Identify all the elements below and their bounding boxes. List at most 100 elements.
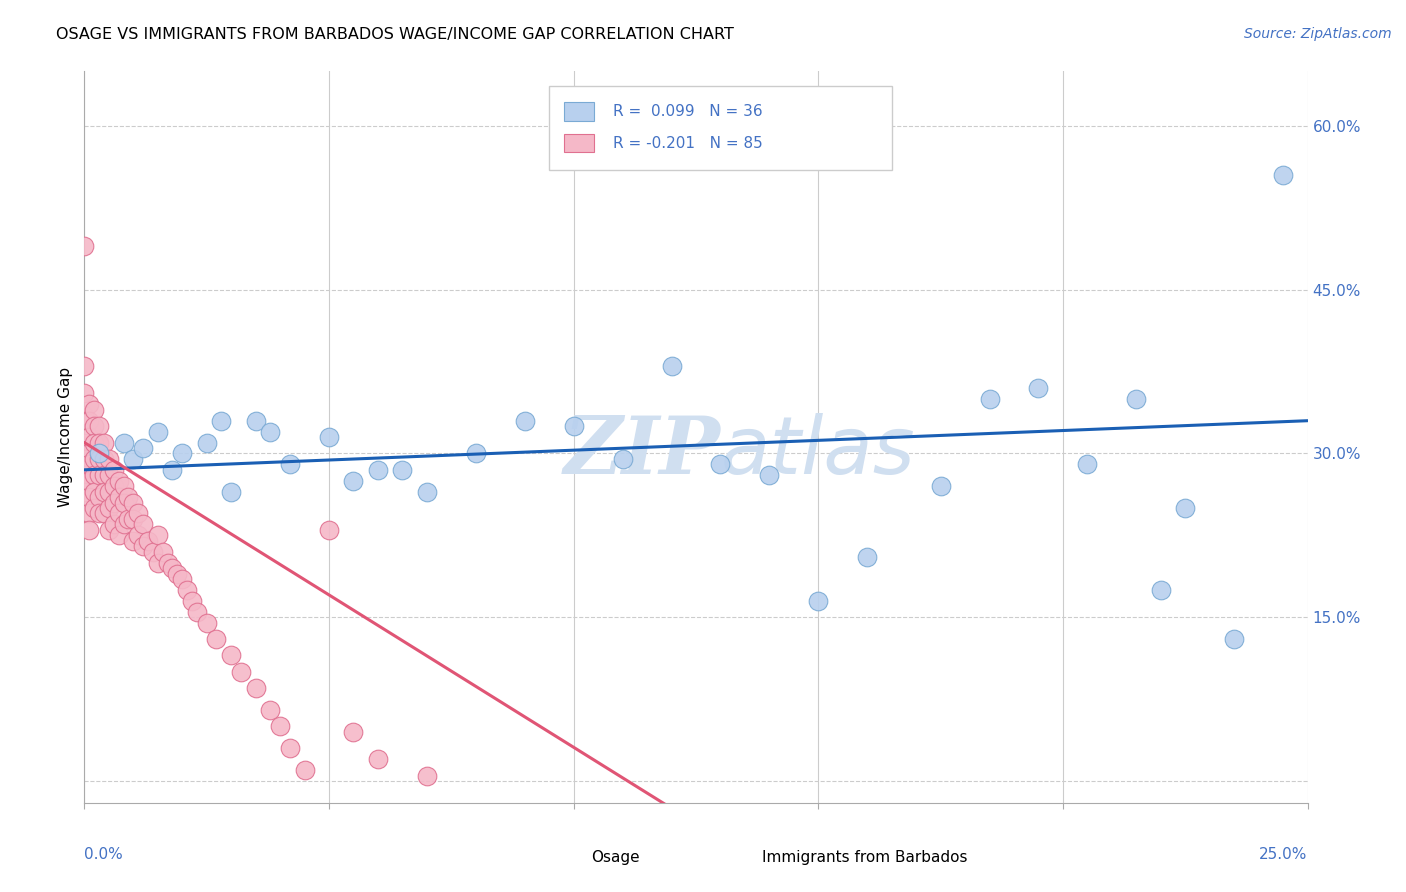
Point <box>77 474 100 488</box>
Point <box>245 681 267 695</box>
Point <box>77 507 100 521</box>
FancyBboxPatch shape <box>564 103 595 120</box>
Point <box>1028 381 1050 395</box>
Point <box>464 446 486 460</box>
Point <box>103 495 125 509</box>
Point <box>97 451 120 466</box>
Point <box>259 703 281 717</box>
Point <box>367 752 389 766</box>
Point <box>127 528 149 542</box>
Point <box>132 517 155 532</box>
Point <box>186 605 208 619</box>
FancyBboxPatch shape <box>564 134 595 153</box>
Point <box>1125 392 1147 406</box>
Point <box>229 665 252 679</box>
Point <box>856 550 879 565</box>
Point <box>172 572 194 586</box>
Point <box>278 458 301 472</box>
Point <box>73 359 96 373</box>
Point <box>103 479 125 493</box>
Point <box>83 435 105 450</box>
Point <box>219 648 242 663</box>
Point <box>259 425 281 439</box>
Point <box>97 523 120 537</box>
Point <box>562 419 585 434</box>
Point <box>156 556 179 570</box>
Point <box>416 768 439 782</box>
Point <box>87 468 110 483</box>
Point <box>93 468 115 483</box>
Point <box>77 446 100 460</box>
Point <box>87 446 110 460</box>
Point <box>1150 582 1173 597</box>
Point <box>318 523 340 537</box>
Text: OSAGE VS IMMIGRANTS FROM BARBADOS WAGE/INCOME GAP CORRELATION CHART: OSAGE VS IMMIGRANTS FROM BARBADOS WAGE/I… <box>56 27 734 42</box>
Point <box>97 484 120 499</box>
Text: 0.0%: 0.0% <box>84 847 124 862</box>
Point <box>97 468 120 483</box>
Point <box>73 239 96 253</box>
Point <box>112 517 135 532</box>
Point <box>367 463 389 477</box>
Point <box>83 451 105 466</box>
Point <box>122 533 145 548</box>
Point <box>93 484 115 499</box>
Point <box>73 484 96 499</box>
Point <box>77 490 100 504</box>
Point <box>112 435 135 450</box>
Point <box>209 414 232 428</box>
Point <box>122 495 145 509</box>
Point <box>1272 168 1295 182</box>
Text: Immigrants from Barbados: Immigrants from Barbados <box>762 850 967 865</box>
Point <box>142 545 165 559</box>
Point <box>83 402 105 417</box>
Point <box>73 386 96 401</box>
Point <box>83 419 105 434</box>
Point <box>205 632 228 646</box>
Point <box>103 463 125 477</box>
Point <box>709 458 731 472</box>
Text: ZIP: ZIP <box>564 413 720 491</box>
Point <box>83 484 105 499</box>
Point <box>77 430 100 444</box>
Point <box>807 594 830 608</box>
Point <box>342 474 364 488</box>
Point <box>83 468 105 483</box>
Text: R = -0.201   N = 85: R = -0.201 N = 85 <box>613 136 762 151</box>
Point <box>1174 501 1197 516</box>
Point <box>166 566 188 581</box>
Point <box>172 446 194 460</box>
Text: Source: ZipAtlas.com: Source: ZipAtlas.com <box>1244 27 1392 41</box>
Point <box>127 507 149 521</box>
Point <box>132 441 155 455</box>
Point <box>162 463 184 477</box>
Point <box>146 556 169 570</box>
Y-axis label: Wage/Income Gap: Wage/Income Gap <box>58 367 73 508</box>
Text: 25.0%: 25.0% <box>1260 847 1308 862</box>
Point <box>87 490 110 504</box>
Point <box>416 484 439 499</box>
Point <box>77 458 100 472</box>
Point <box>73 451 96 466</box>
Point <box>278 741 301 756</box>
Point <box>612 451 634 466</box>
FancyBboxPatch shape <box>550 86 891 170</box>
Point <box>103 517 125 532</box>
Point <box>83 501 105 516</box>
Point <box>77 523 100 537</box>
Point <box>117 512 139 526</box>
Text: Osage: Osage <box>591 850 640 865</box>
Point <box>195 435 218 450</box>
Point <box>93 507 115 521</box>
Point <box>77 397 100 411</box>
Point <box>979 392 1001 406</box>
FancyBboxPatch shape <box>550 852 578 863</box>
Point <box>73 468 96 483</box>
Point <box>122 451 145 466</box>
Point <box>107 528 129 542</box>
Point <box>391 463 413 477</box>
Point <box>661 359 683 373</box>
Point <box>93 451 115 466</box>
Point <box>162 561 184 575</box>
Text: R =  0.099   N = 36: R = 0.099 N = 36 <box>613 104 762 120</box>
